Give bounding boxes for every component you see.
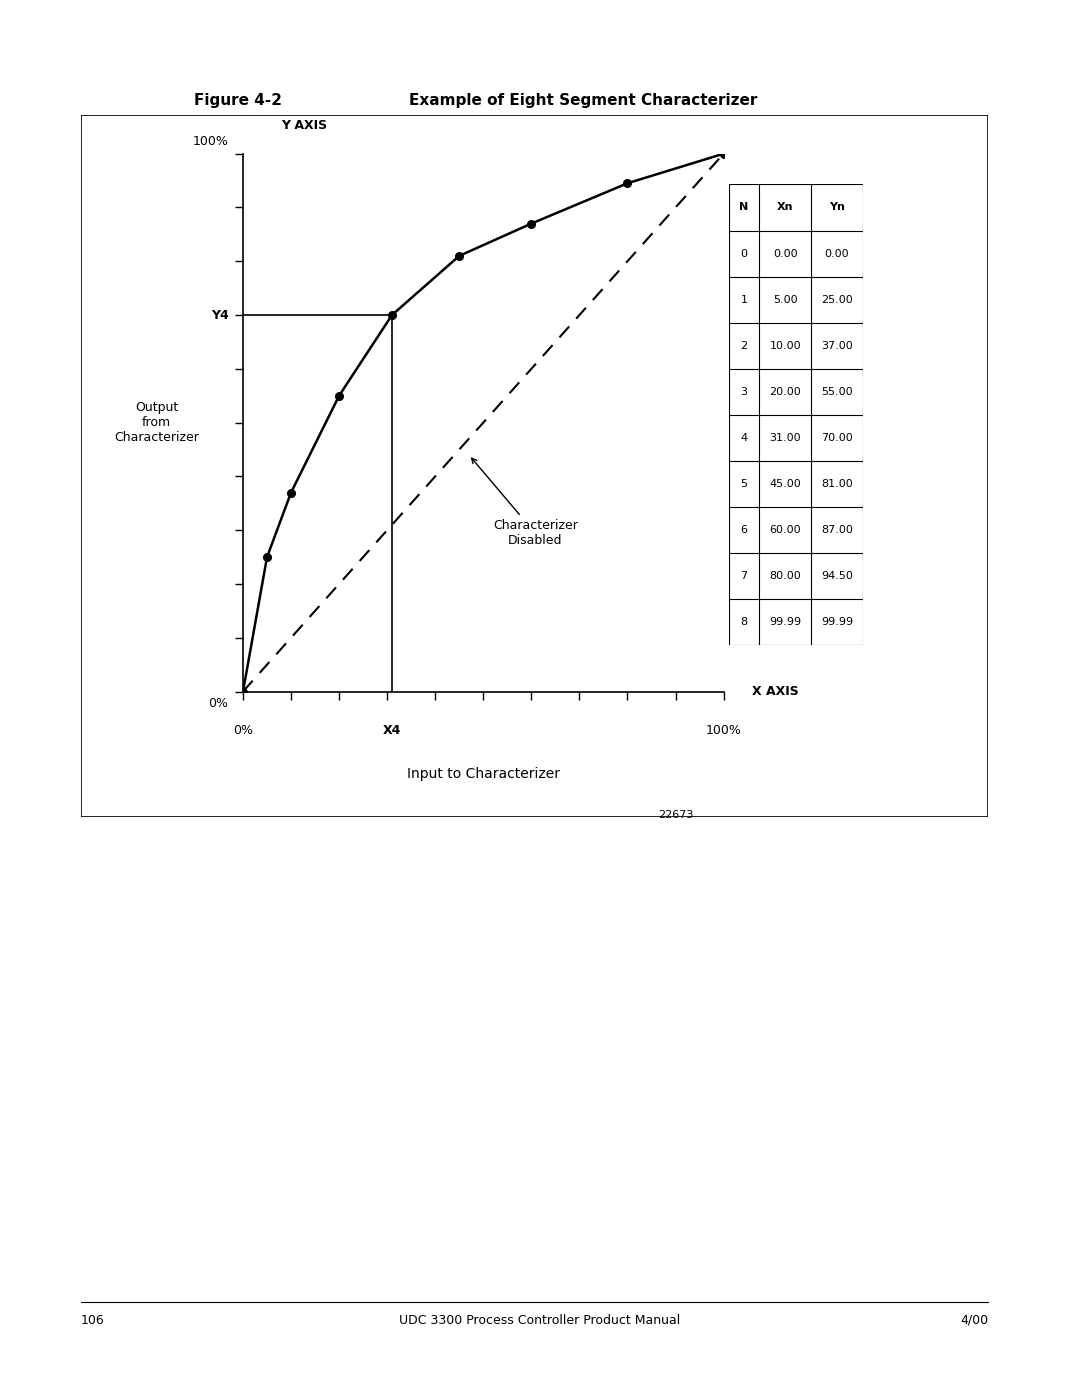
Text: Characterizer
Disabled: Characterizer Disabled: [472, 458, 578, 548]
Text: Xn: Xn: [777, 203, 794, 212]
Text: Example of Eight Segment Characterizer: Example of Eight Segment Characterizer: [409, 92, 757, 108]
Text: 100%: 100%: [192, 136, 229, 148]
Text: Yn: Yn: [829, 203, 845, 212]
Text: 8: 8: [741, 617, 747, 627]
Text: 100%: 100%: [705, 724, 742, 736]
Text: Figure 4-2: Figure 4-2: [193, 92, 282, 108]
Text: N: N: [740, 203, 748, 212]
Text: 0.00: 0.00: [825, 249, 849, 258]
Text: Output
from
Characterizer: Output from Characterizer: [114, 401, 199, 444]
Text: 25.00: 25.00: [821, 295, 853, 305]
Text: 0%: 0%: [233, 724, 253, 736]
Text: 2: 2: [741, 341, 747, 351]
Text: 0%: 0%: [208, 697, 229, 710]
Text: 4: 4: [741, 433, 747, 443]
Text: 1: 1: [741, 295, 747, 305]
Text: Y AXIS: Y AXIS: [282, 119, 327, 133]
Text: 31.00: 31.00: [769, 433, 801, 443]
Text: 3: 3: [741, 387, 747, 397]
Text: UDC 3300 Process Controller Product Manual: UDC 3300 Process Controller Product Manu…: [400, 1313, 680, 1327]
Text: Y4: Y4: [211, 309, 229, 321]
Text: 7: 7: [741, 571, 747, 581]
Text: 70.00: 70.00: [821, 433, 853, 443]
Text: 87.00: 87.00: [821, 525, 853, 535]
Text: 55.00: 55.00: [821, 387, 853, 397]
Text: 0: 0: [741, 249, 747, 258]
Text: 94.50: 94.50: [821, 571, 853, 581]
Text: 45.00: 45.00: [769, 479, 801, 489]
Text: 99.99: 99.99: [769, 617, 801, 627]
Text: 81.00: 81.00: [821, 479, 853, 489]
Text: 60.00: 60.00: [769, 525, 801, 535]
Text: Input to Characterizer: Input to Characterizer: [407, 767, 559, 781]
Text: X4: X4: [382, 724, 401, 736]
Text: 20.00: 20.00: [769, 387, 801, 397]
Text: 22673: 22673: [658, 810, 693, 820]
Text: 5.00: 5.00: [773, 295, 797, 305]
Text: 0.00: 0.00: [773, 249, 797, 258]
Text: 99.99: 99.99: [821, 617, 853, 627]
Text: X AXIS: X AXIS: [753, 685, 799, 698]
Text: 80.00: 80.00: [769, 571, 801, 581]
Text: 10.00: 10.00: [769, 341, 801, 351]
Text: 106: 106: [81, 1313, 105, 1327]
Text: 5: 5: [741, 479, 747, 489]
Text: 6: 6: [741, 525, 747, 535]
Text: 37.00: 37.00: [821, 341, 853, 351]
Text: 4/00: 4/00: [960, 1313, 988, 1327]
